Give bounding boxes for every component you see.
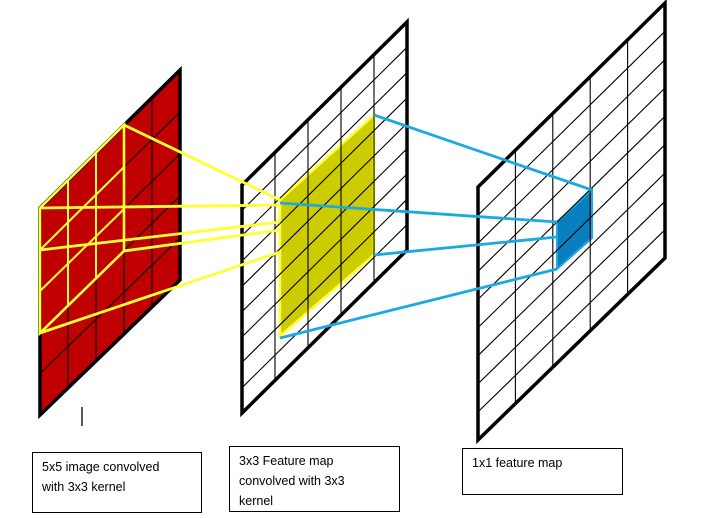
caption-middle-feature-map: 3x3 Feature map convolved with 3x3 kerne…: [229, 446, 400, 512]
caption-mid-line3: kernel: [239, 494, 274, 508]
middle-feature-plane: [240, 17, 409, 418]
caption-input-image: 5x5 image convolved with 3x3 kernel: [32, 452, 202, 513]
output-feature-plane: [476, 0, 667, 445]
caption-mid-line1: 3x3 Feature map: [239, 454, 334, 468]
caption-input-line2: with 3x3 kernel: [42, 480, 126, 494]
blue-projection-lines: [279, 113, 593, 340]
caption-input-line1: 5x5 image convolved: [42, 460, 160, 474]
middle-grid-lines: [241, 46, 408, 389]
caption-mid-line2: convolved with 3x3: [239, 474, 345, 488]
output-cell-fill: [556, 187, 593, 272]
caption-output-line1: 1x1 feature map: [472, 456, 563, 470]
caption-output-feature-map: 1x1 feature map: [462, 448, 623, 495]
yellow-projection-lines: [39, 123, 281, 335]
